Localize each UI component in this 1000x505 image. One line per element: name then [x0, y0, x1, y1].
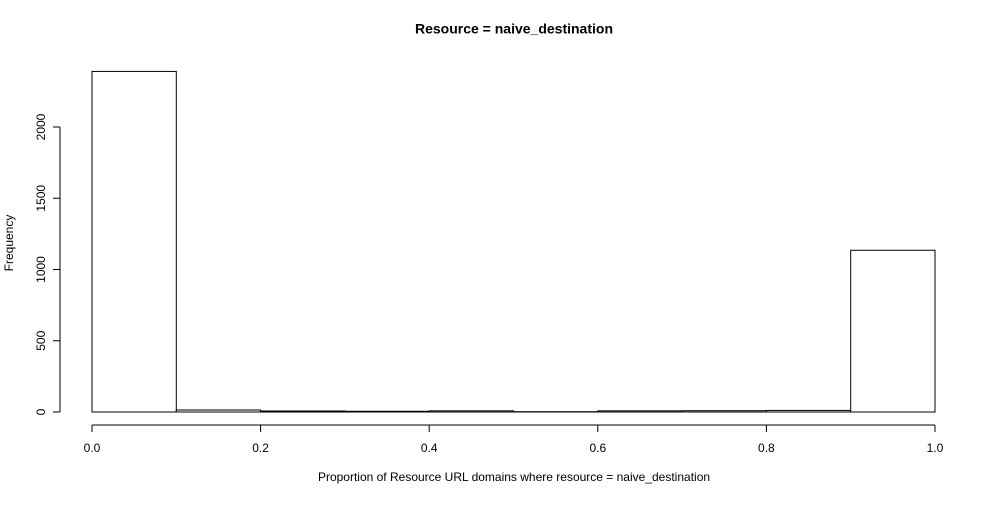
- y-tick-label: 1500: [34, 185, 48, 212]
- bar: [851, 250, 935, 412]
- bar: [261, 411, 345, 412]
- x-tick-label: 0.2: [252, 441, 269, 455]
- x-tick-label: 0.6: [589, 441, 606, 455]
- bar: [345, 411, 429, 412]
- y-tick-label: 1000: [34, 256, 48, 283]
- bar: [429, 411, 513, 412]
- x-tick-label: 0.8: [758, 441, 775, 455]
- bar: [598, 411, 682, 412]
- x-tick-label: 1.0: [927, 441, 944, 455]
- x-tick-label: 0.4: [421, 441, 438, 455]
- chart-title: Resource = naive_destination: [415, 21, 613, 37]
- y-tick-label: 2000: [34, 113, 48, 140]
- bar: [766, 410, 850, 412]
- y-axis-label: Frequency: [2, 215, 16, 272]
- bar: [176, 410, 260, 412]
- y-tick-label: 0: [34, 408, 48, 415]
- bar: [682, 411, 766, 412]
- y-tick-label: 500: [34, 330, 48, 350]
- x-axis-label: Proportion of Resource URL domains where…: [318, 470, 710, 484]
- bar: [92, 71, 176, 412]
- x-tick-label: 0.0: [84, 441, 101, 455]
